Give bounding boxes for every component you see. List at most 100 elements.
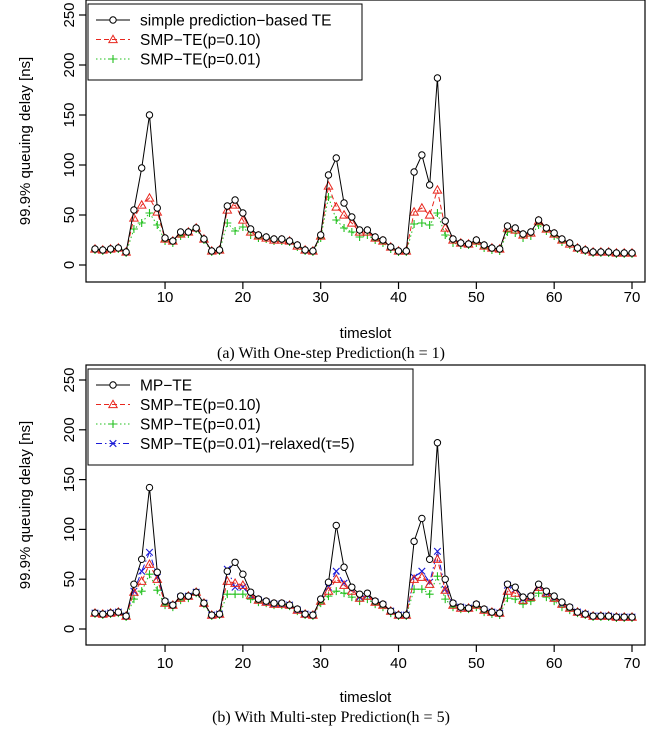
data-point	[208, 611, 216, 619]
data-point	[238, 590, 247, 599]
data-point	[581, 610, 590, 618]
data-point	[301, 246, 309, 254]
data-point	[348, 583, 356, 591]
data-point	[262, 597, 270, 605]
y-tick-label: 150	[61, 102, 78, 127]
data-point	[581, 246, 590, 254]
data-point	[153, 221, 162, 229]
y-axis-label: 99.9% queuing delay [ns]	[17, 421, 34, 589]
data-point	[99, 246, 107, 254]
data-point	[324, 578, 333, 586]
data-point	[417, 585, 426, 594]
data-point	[566, 603, 574, 611]
data-point	[332, 216, 341, 224]
data-point	[323, 180, 334, 190]
data-point	[145, 209, 154, 217]
legend-marker	[109, 55, 117, 63]
legend-label: SMP−TE(p=0.01)	[140, 52, 261, 69]
y-tick-label: 200	[61, 417, 78, 442]
x-tick-label: 30	[312, 289, 329, 306]
legend-marker	[109, 439, 117, 448]
data-point	[355, 590, 364, 598]
data-point	[495, 245, 504, 253]
series-line	[94, 442, 632, 618]
data-point	[354, 592, 365, 602]
y-tick-label: 250	[61, 2, 78, 27]
data-point	[270, 599, 278, 607]
y-tick-label: 0	[61, 261, 78, 269]
data-point	[387, 243, 395, 251]
data-point	[355, 233, 364, 241]
series-line	[94, 195, 632, 255]
data-point	[161, 597, 169, 605]
data-point	[231, 227, 240, 235]
data-point	[239, 209, 247, 217]
data-point	[262, 233, 270, 241]
data-point	[231, 590, 240, 599]
data-point	[293, 605, 302, 613]
legend-marker	[109, 420, 117, 428]
data-point	[441, 231, 450, 239]
data-point	[550, 229, 558, 237]
data-point	[316, 231, 325, 239]
data-point	[324, 592, 333, 601]
data-point	[144, 192, 155, 202]
data-point	[145, 570, 154, 579]
data-point	[432, 184, 443, 194]
data-point	[129, 225, 138, 233]
data-point	[371, 597, 379, 605]
data-point	[169, 237, 177, 245]
data-point	[597, 612, 605, 620]
series-0	[91, 439, 636, 621]
data-point	[440, 584, 451, 594]
data-point	[604, 248, 613, 256]
data-point	[278, 235, 286, 243]
series-0	[91, 74, 636, 257]
data-point	[449, 235, 457, 243]
data-point	[510, 587, 521, 597]
data-point	[137, 555, 146, 563]
data-point	[176, 592, 185, 600]
data-point	[278, 599, 286, 607]
data-point	[152, 206, 163, 216]
data-point	[612, 249, 621, 257]
data-point	[136, 575, 147, 585]
data-point	[480, 241, 488, 249]
x-tick-label: 10	[157, 289, 174, 306]
data-point	[200, 235, 208, 243]
data-point	[136, 199, 147, 209]
data-point	[254, 595, 263, 603]
data-point	[91, 609, 99, 617]
x-tick-label: 30	[312, 655, 329, 672]
data-point	[495, 609, 504, 617]
data-point	[222, 204, 233, 214]
data-point	[519, 593, 527, 601]
x-tick-label: 40	[390, 655, 407, 672]
data-point	[433, 209, 442, 217]
data-point	[425, 590, 434, 599]
legend-box	[87, 368, 414, 466]
legend-marker	[107, 34, 119, 44]
data-point	[534, 216, 543, 224]
data-point	[340, 199, 348, 207]
x-tick-label: 10	[157, 655, 174, 672]
data-point	[200, 599, 208, 607]
data-point	[215, 246, 224, 254]
data-point	[511, 583, 519, 591]
data-point	[402, 247, 411, 255]
data-point	[237, 214, 248, 224]
data-point	[620, 249, 628, 257]
data-point	[137, 587, 146, 596]
data-point	[424, 209, 435, 219]
data-point	[145, 483, 154, 492]
data-point	[433, 572, 442, 581]
data-point	[332, 154, 340, 162]
data-point	[338, 579, 350, 589]
data-point	[441, 217, 449, 225]
data-point	[432, 554, 443, 563]
data-point	[433, 74, 442, 82]
legend-box	[87, 3, 363, 81]
data-point	[612, 613, 621, 621]
data-point	[464, 604, 473, 612]
data-point	[270, 235, 278, 243]
